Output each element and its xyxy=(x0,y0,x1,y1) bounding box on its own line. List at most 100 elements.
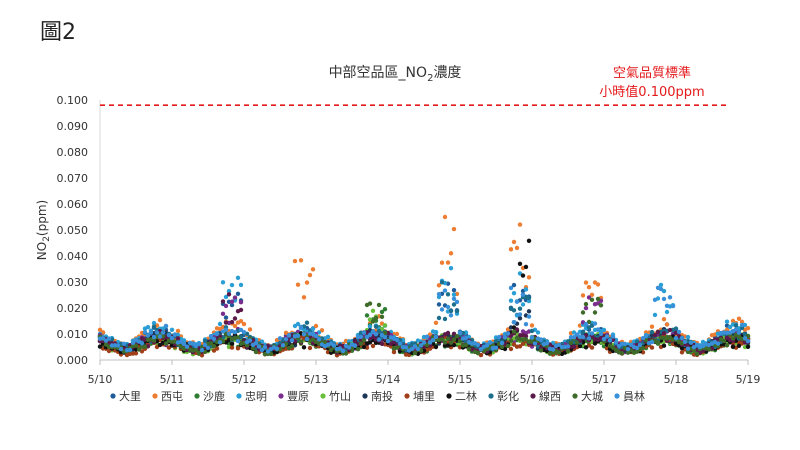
data-point xyxy=(295,282,301,287)
data-point xyxy=(415,346,421,352)
data-point xyxy=(298,325,304,330)
y-tick-label: 0.040 xyxy=(57,250,89,263)
data-point xyxy=(691,345,697,350)
data-point xyxy=(595,327,601,332)
data-point xyxy=(379,341,385,346)
data-point xyxy=(673,335,679,341)
data-point xyxy=(229,345,235,350)
data-point xyxy=(439,307,445,312)
data-point xyxy=(286,333,292,338)
data-point xyxy=(418,343,424,348)
data-point xyxy=(436,283,442,288)
data-point xyxy=(169,327,175,332)
y-axis-label: NO2(ppm) xyxy=(35,200,52,260)
data-point xyxy=(511,239,517,245)
data-point xyxy=(133,343,139,348)
x-tick-label: 5/13 xyxy=(304,373,329,386)
data-point xyxy=(658,286,664,292)
data-point xyxy=(577,343,583,349)
data-point xyxy=(283,337,289,342)
data-point xyxy=(232,316,238,321)
data-point xyxy=(724,335,730,340)
data-point xyxy=(652,312,658,318)
data-point xyxy=(310,267,316,272)
data-point xyxy=(580,334,586,340)
data-point xyxy=(664,309,670,315)
legend-marker xyxy=(194,393,200,399)
legend-marker xyxy=(572,393,578,399)
data-point xyxy=(649,345,655,350)
data-point xyxy=(442,214,448,220)
data-point xyxy=(661,296,667,302)
data-point xyxy=(118,346,124,352)
data-point xyxy=(601,336,607,342)
data-point xyxy=(301,345,307,350)
data-point xyxy=(256,344,262,349)
data-point xyxy=(745,333,751,339)
data-point xyxy=(394,345,400,350)
data-point xyxy=(583,305,589,311)
legend-label: 員林 xyxy=(623,389,645,403)
data-point xyxy=(193,347,199,352)
data-point xyxy=(298,258,304,263)
data-point xyxy=(235,338,241,344)
data-point xyxy=(184,344,190,349)
x-tick-label: 5/17 xyxy=(592,373,617,386)
data-point xyxy=(739,325,745,331)
data-point xyxy=(235,335,241,341)
data-point xyxy=(451,226,457,232)
data-point xyxy=(727,324,733,330)
data-point xyxy=(343,351,349,356)
data-point xyxy=(202,338,208,344)
data-point xyxy=(739,322,745,328)
data-point xyxy=(457,339,463,344)
data-point xyxy=(724,319,730,324)
data-point xyxy=(208,341,214,346)
data-point xyxy=(529,323,535,328)
data-point xyxy=(172,332,178,337)
data-point xyxy=(454,299,460,305)
data-point xyxy=(598,303,604,308)
data-point xyxy=(484,343,490,348)
data-point xyxy=(589,331,595,336)
data-point xyxy=(190,341,196,346)
data-point xyxy=(196,341,202,347)
data-point xyxy=(226,331,232,336)
data-point xyxy=(445,330,451,336)
data-point xyxy=(205,345,211,351)
data-point xyxy=(517,316,523,321)
data-point xyxy=(511,320,517,325)
data-point xyxy=(385,338,391,344)
data-point xyxy=(121,341,127,346)
data-point xyxy=(721,338,727,344)
legend-label: 大城 xyxy=(581,389,603,403)
data-point xyxy=(508,346,514,352)
data-point xyxy=(301,332,307,337)
data-point xyxy=(370,343,376,349)
data-point xyxy=(346,345,352,350)
data-point xyxy=(214,346,220,351)
data-point xyxy=(508,298,514,303)
data-point xyxy=(451,296,457,301)
y-tick-label: 0.030 xyxy=(57,276,89,289)
data-point xyxy=(673,326,679,331)
data-point xyxy=(571,335,577,340)
data-point xyxy=(535,330,541,335)
data-point xyxy=(229,341,235,346)
data-point xyxy=(520,292,526,297)
data-point xyxy=(634,345,640,351)
data-point xyxy=(238,327,244,333)
data-point xyxy=(412,350,418,356)
data-point xyxy=(523,334,529,339)
data-point xyxy=(523,337,529,342)
data-point xyxy=(409,346,415,351)
data-point xyxy=(202,342,208,348)
data-point xyxy=(376,337,382,342)
data-point xyxy=(526,309,532,314)
data-point xyxy=(493,338,499,344)
data-point xyxy=(436,292,442,297)
data-point xyxy=(625,346,631,352)
data-point xyxy=(652,297,658,302)
data-point xyxy=(157,317,163,323)
data-point xyxy=(658,282,664,288)
